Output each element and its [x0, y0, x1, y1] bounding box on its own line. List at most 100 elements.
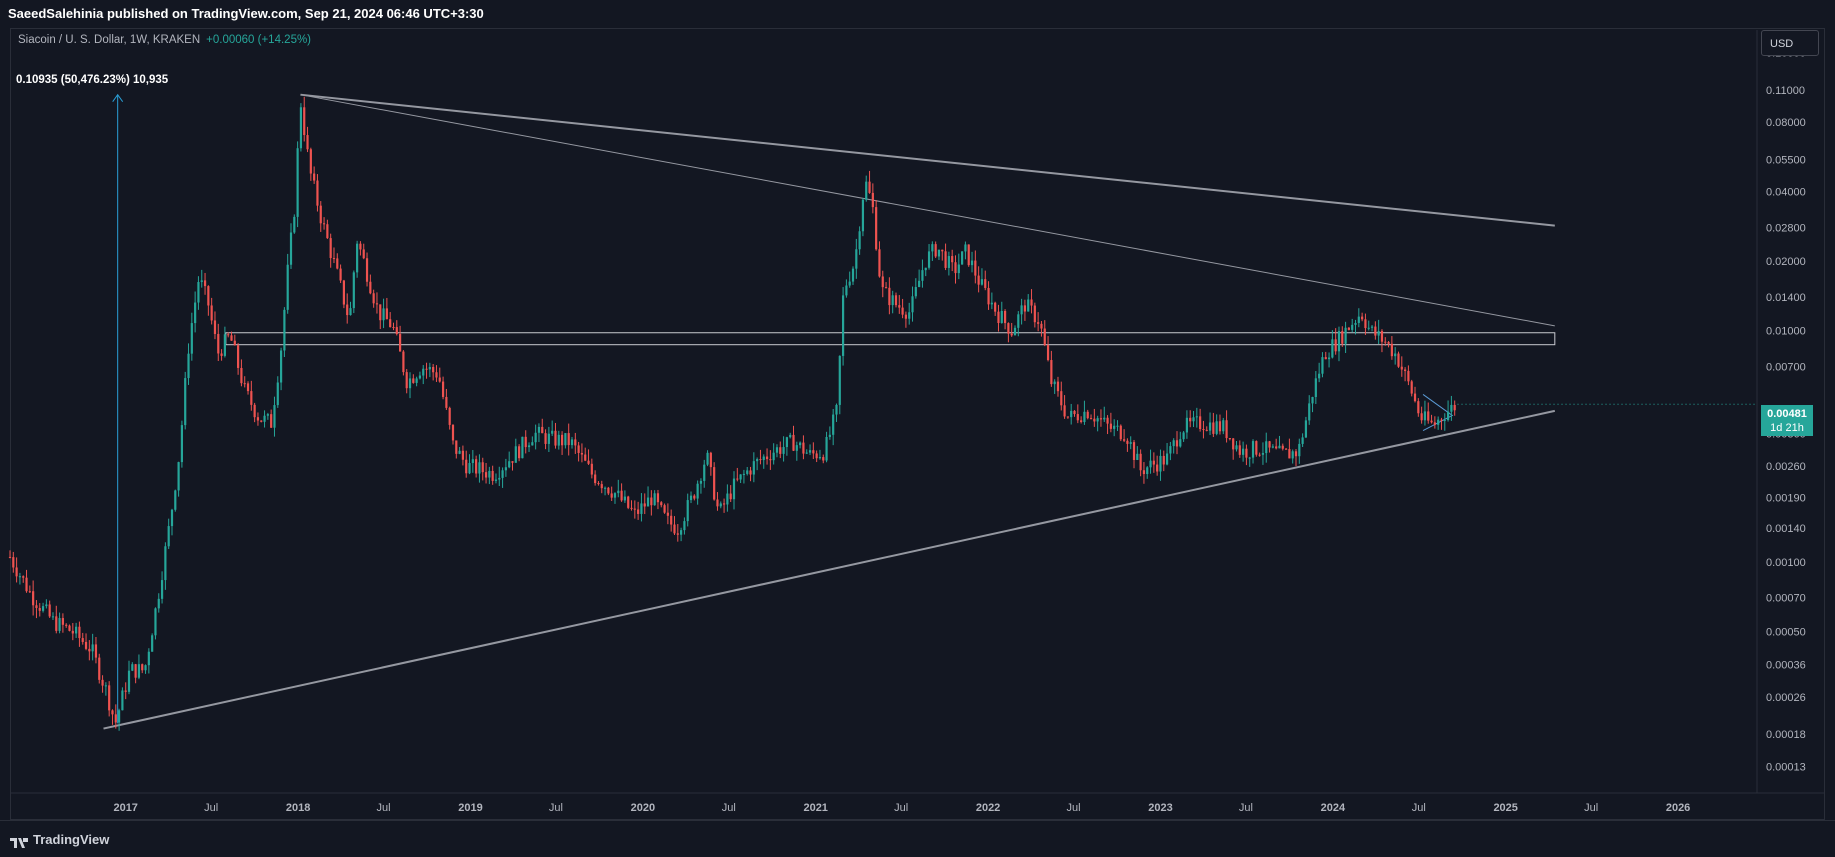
candle-body — [382, 308, 385, 321]
candle-body — [1152, 460, 1155, 465]
candle-body — [521, 436, 524, 459]
candle-body — [541, 426, 544, 434]
candle-body — [190, 323, 193, 354]
candle-body — [75, 626, 78, 634]
candle-body — [1367, 327, 1370, 329]
candle-body — [1136, 453, 1139, 460]
candle-body — [1251, 441, 1255, 458]
candle-body — [1354, 322, 1357, 325]
candle-body — [441, 381, 445, 397]
time-tick-label: 2024 — [1321, 802, 1346, 814]
candle-body — [418, 375, 422, 379]
candle-body — [15, 567, 18, 577]
candle-body — [663, 505, 666, 513]
candle-body — [1433, 422, 1436, 425]
candle-body — [369, 281, 372, 294]
candle-body — [81, 638, 84, 642]
candle-body — [1331, 339, 1334, 358]
candle-body — [617, 490, 620, 494]
candle-body — [706, 452, 709, 465]
candle-body — [405, 372, 408, 389]
candle-body — [941, 249, 944, 252]
candle-body — [1017, 314, 1020, 328]
candle-body — [703, 464, 706, 481]
candle-body — [1423, 411, 1427, 421]
candle-body — [805, 452, 808, 454]
candle-body — [1033, 305, 1036, 323]
candle-body — [94, 644, 98, 658]
candle-body — [752, 461, 755, 475]
candle-body — [1238, 445, 1241, 455]
candle-body — [1235, 445, 1238, 450]
candle-body — [448, 407, 451, 425]
symbol-name: Siacoin / U. S. Dollar, 1W, KRAKEN — [18, 34, 201, 46]
time-tick-label: 2020 — [631, 802, 655, 814]
candle-body — [894, 295, 898, 306]
candle-body — [1116, 425, 1119, 427]
candle-body — [167, 526, 170, 547]
candle-body — [762, 456, 765, 461]
candle-body — [719, 503, 722, 507]
price-tick-label: 0.00140 — [1766, 523, 1806, 535]
candle-body — [98, 657, 101, 680]
price-tick-label: 0.11000 — [1766, 85, 1805, 97]
candle-body — [213, 320, 217, 334]
candle-body — [789, 434, 792, 438]
candle-body — [855, 249, 858, 269]
candle-body — [560, 434, 564, 446]
candle-body — [613, 493, 617, 498]
candle-body — [557, 434, 560, 446]
tradingview-logo[interactable]: TradingView — [10, 832, 109, 848]
candle-body — [1242, 448, 1245, 455]
price-tick-label: 0.00050 — [1766, 626, 1806, 638]
candle-body — [808, 450, 812, 453]
candle-body — [154, 608, 157, 636]
candle-body — [1255, 441, 1258, 455]
footer-bar — [0, 820, 1835, 857]
candle-body — [937, 249, 941, 257]
support-zone-box — [225, 332, 1556, 346]
candle-body — [1374, 326, 1377, 336]
candle-body — [151, 635, 154, 652]
candle-body — [756, 459, 759, 462]
price-tick-label: 0.00036 — [1766, 659, 1806, 671]
candle-body — [511, 461, 514, 463]
candle-body — [746, 470, 749, 474]
candle-body — [792, 434, 795, 451]
candle-body — [878, 249, 881, 277]
candle-body — [1298, 443, 1301, 457]
candle-body — [1248, 457, 1251, 459]
candle-body — [918, 280, 921, 288]
candle-body — [1321, 357, 1324, 374]
candle-body — [1258, 454, 1261, 456]
candle-body — [683, 521, 686, 531]
candle-body — [1347, 327, 1350, 330]
candle-body — [739, 474, 742, 480]
candle-body — [732, 478, 736, 500]
candle-body — [48, 604, 51, 617]
candle-body — [273, 405, 276, 428]
candle-body — [1370, 326, 1374, 328]
candle-body — [1086, 411, 1089, 419]
candle-body — [504, 467, 507, 471]
candle-body — [144, 665, 147, 671]
candle-body — [1453, 404, 1456, 411]
currency-selector[interactable]: USD — [1761, 30, 1819, 56]
candle-body — [438, 377, 441, 382]
candle-body — [1149, 460, 1152, 468]
candle-body — [779, 447, 782, 454]
candle-body — [1106, 417, 1109, 424]
candle-body — [1083, 411, 1086, 423]
candle-body — [141, 664, 144, 671]
price-tick-label: 0.08000 — [1766, 117, 1806, 129]
candle-body — [1271, 446, 1274, 448]
candle-body — [1053, 381, 1056, 385]
candle-body — [237, 345, 240, 368]
candle-body — [901, 307, 904, 315]
candle-body — [432, 367, 435, 373]
candle-body — [263, 415, 266, 422]
candle-body — [680, 530, 683, 535]
time-tick-label: 2019 — [458, 802, 482, 814]
candle-body — [1139, 453, 1142, 471]
